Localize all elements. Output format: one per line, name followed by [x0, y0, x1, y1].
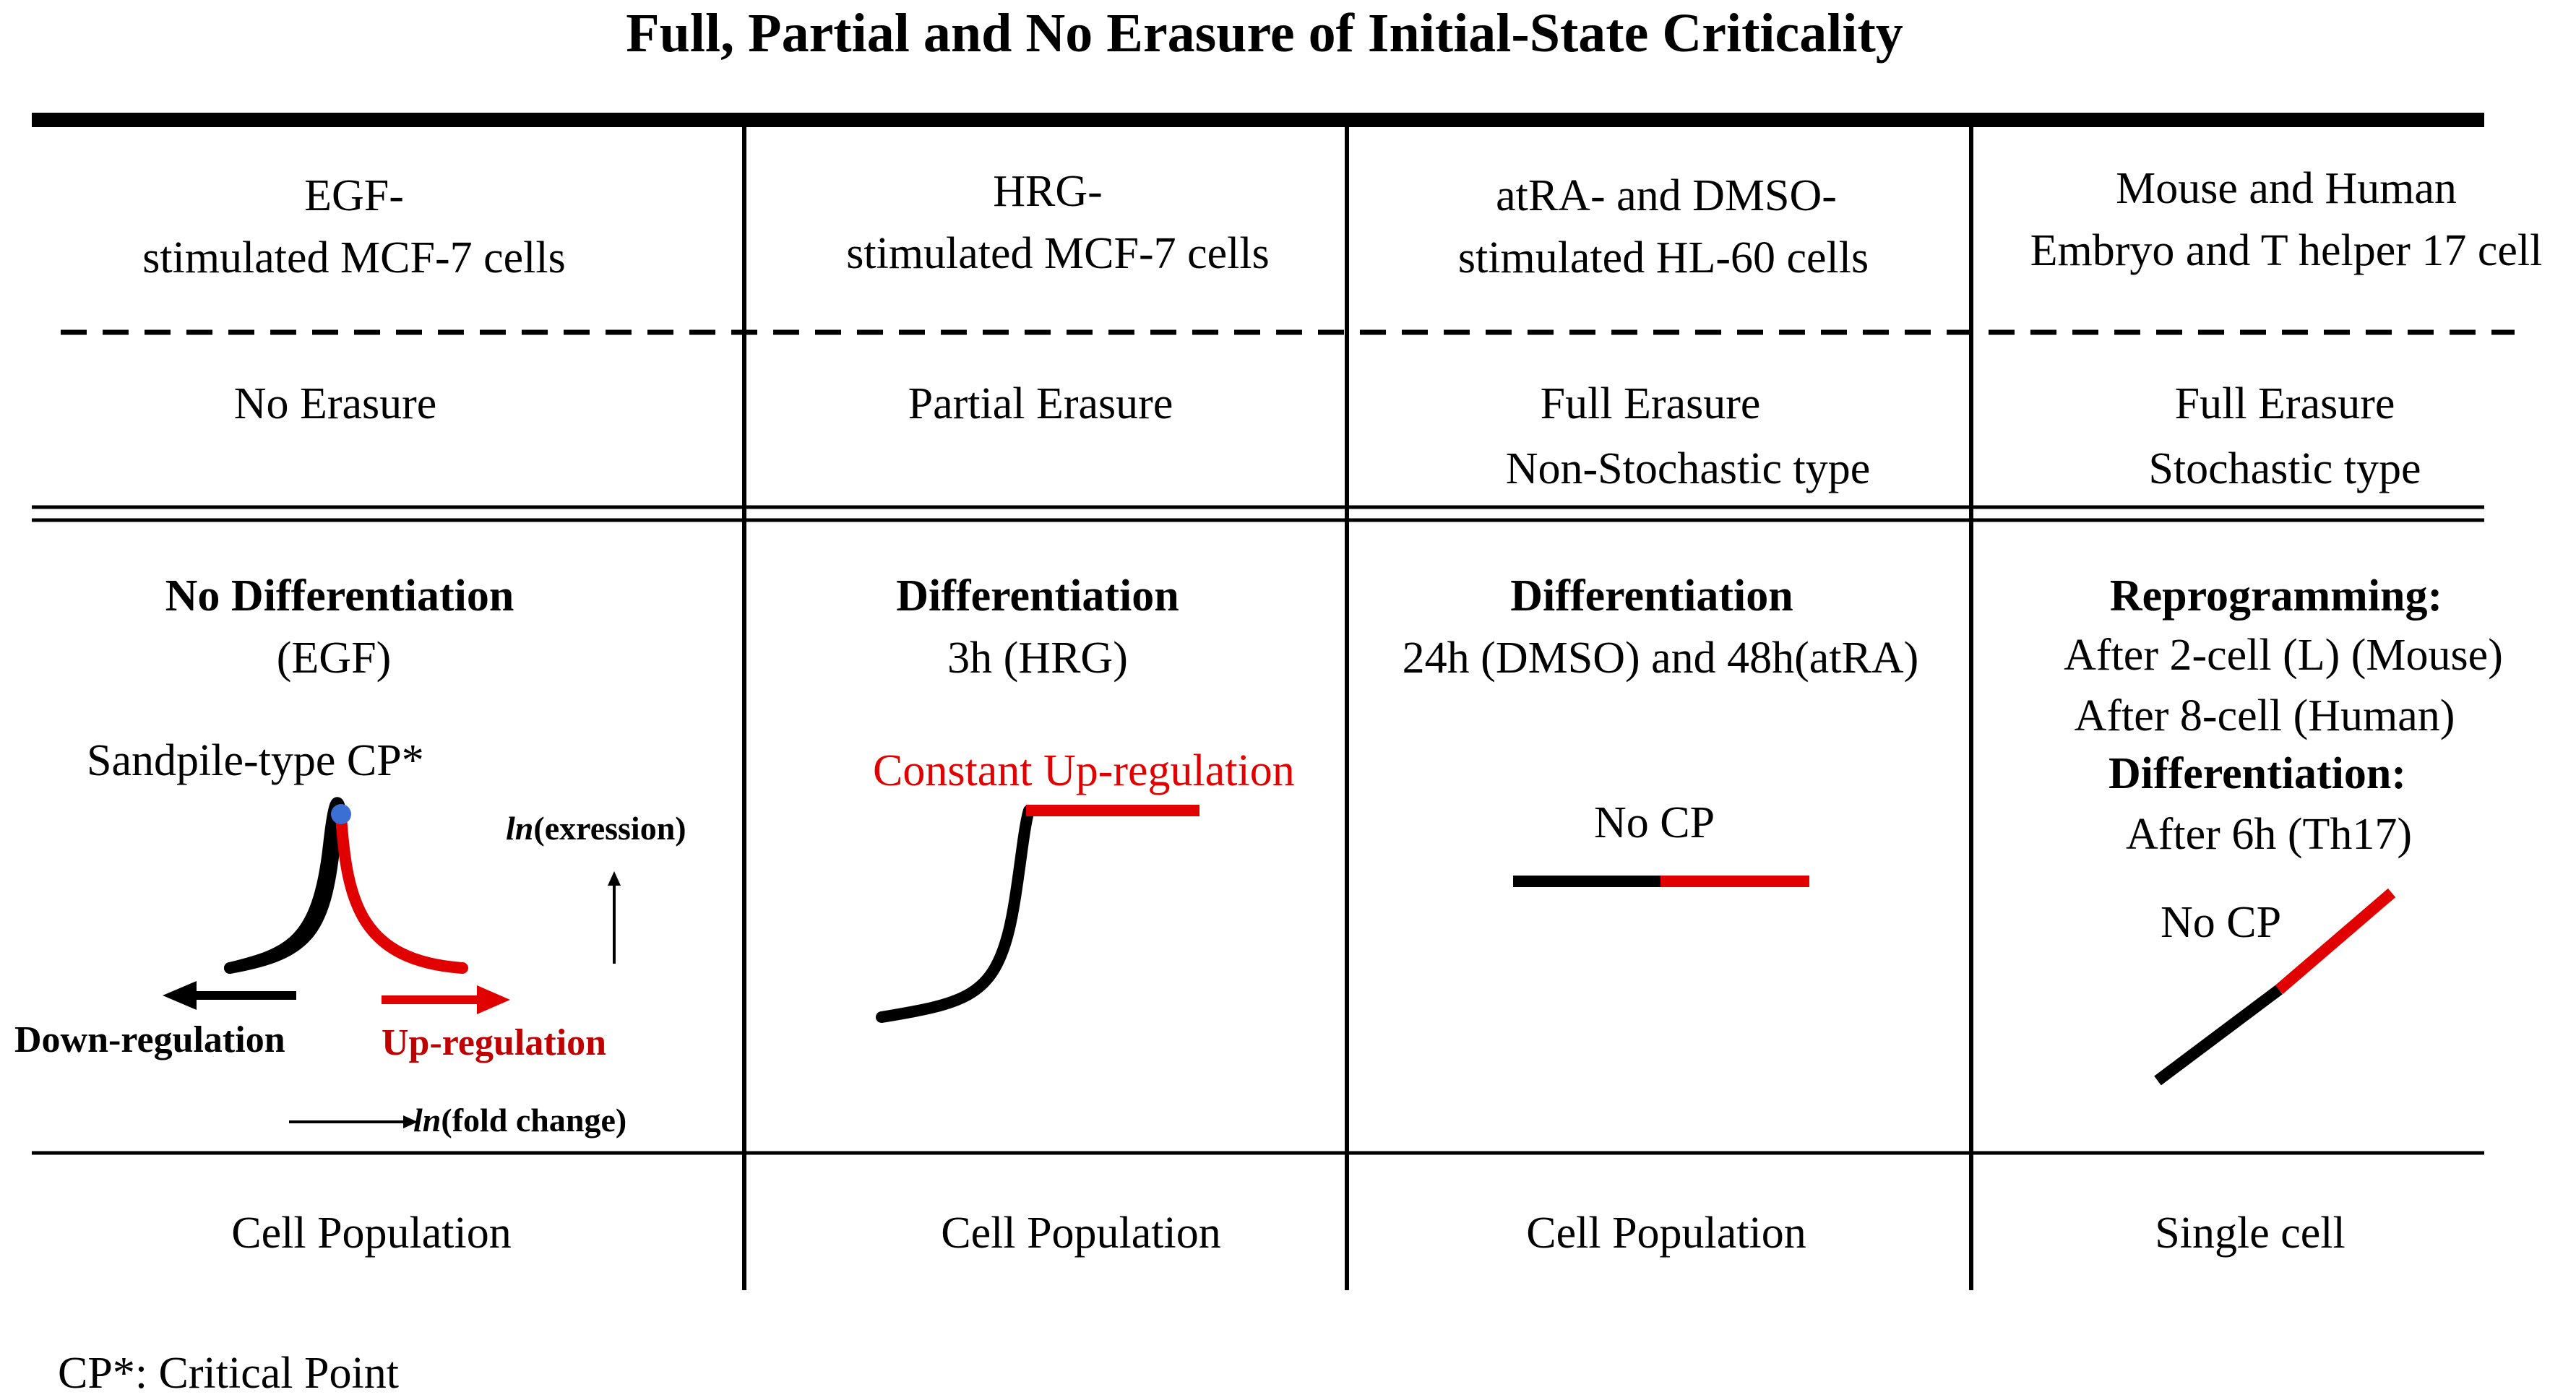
y-axis-label: ln(exression) — [506, 810, 686, 847]
col4-outcome-heading-2: Differentiation: — [2108, 749, 2407, 798]
no-cp-label-col4: No CP — [2161, 898, 2282, 947]
single-cell-red-segment — [2275, 888, 2396, 995]
col4-system-line1: Mouse and Human — [2116, 164, 2457, 213]
col3-erasure-line1: Full Erasure — [1540, 379, 1761, 428]
up-regulation-arrowhead — [477, 985, 510, 1014]
sandpile-black-curve-peak — [224, 811, 347, 974]
col1-level: Cell Population — [231, 1209, 512, 1258]
col1-erasure: No Erasure — [233, 379, 437, 428]
col1-outcome-heading: No Differentiation — [165, 571, 514, 621]
col4-level: Single cell — [2155, 1209, 2345, 1258]
col2-outcome-detail: 3h (HRG) — [947, 634, 1128, 683]
footnote: CP*: Critical Point — [58, 1349, 399, 1398]
col3-outcome-heading: Differentiation — [1510, 571, 1793, 621]
up-regulation-label: Up-regulation — [382, 1022, 607, 1063]
col3-erasure-line2: Non-Stochastic type — [1505, 444, 1871, 493]
y-axis-arrowhead — [608, 871, 621, 886]
col3-system-line1: atRA- and DMSO- — [1496, 171, 1837, 220]
col2-level: Cell Population — [941, 1209, 1221, 1258]
col1-system-line1: EGF- — [304, 171, 404, 220]
col4-erasure-line2: Stochastic type — [2148, 444, 2421, 493]
page-title: Full, Partial and No Erasure of Initial-… — [626, 3, 1903, 64]
no-cp-label-col3: No CP — [1594, 798, 1715, 847]
down-regulation-label: Down-regulation — [14, 1019, 285, 1060]
single-cell-black-segment — [2154, 985, 2283, 1086]
down-regulation-arrowhead — [163, 981, 197, 1010]
col4-outcome-detail-1: After 2-cell (L) (Mouse) — [2064, 631, 2503, 680]
col4-outcome-heading: Reprogramming: — [2109, 571, 2443, 621]
col4-outcome-detail-3: After 6h (Th17) — [2126, 810, 2412, 859]
hrg-black-curve — [876, 805, 1035, 1023]
critical-point-dot — [331, 804, 351, 824]
col3-level: Cell Population — [1526, 1209, 1806, 1258]
col2-outcome-heading: Differentiation — [896, 571, 1179, 621]
col4-outcome-detail-2: After 8-cell (Human) — [2074, 691, 2455, 740]
col3-system-line2: stimulated HL-60 cells — [1457, 233, 1869, 282]
col1-system-line2: stimulated MCF-7 cells — [142, 233, 566, 282]
sandpile-cp-label: Sandpile-type CP* — [87, 736, 424, 785]
x-axis-label: ln(fold change) — [413, 1102, 627, 1138]
constant-upregulation-label: Constant Up-regulation — [873, 746, 1295, 795]
sandpile-red-curve — [335, 811, 468, 974]
col2-erasure: Partial Erasure — [908, 379, 1173, 428]
col4-erasure-line1: Full Erasure — [2174, 379, 2395, 428]
col2-system-line2: stimulated MCF-7 cells — [846, 229, 1270, 278]
col4-system-line2: Embryo and T helper 17 cell — [2030, 226, 2543, 275]
col2-system-line1: HRG- — [993, 167, 1103, 216]
col1-outcome-detail: (EGF) — [276, 634, 392, 683]
col3-outcome-detail: 24h (DMSO) and 48h(atRA) — [1402, 634, 1919, 683]
x-axis-arrowhead — [403, 1115, 418, 1128]
